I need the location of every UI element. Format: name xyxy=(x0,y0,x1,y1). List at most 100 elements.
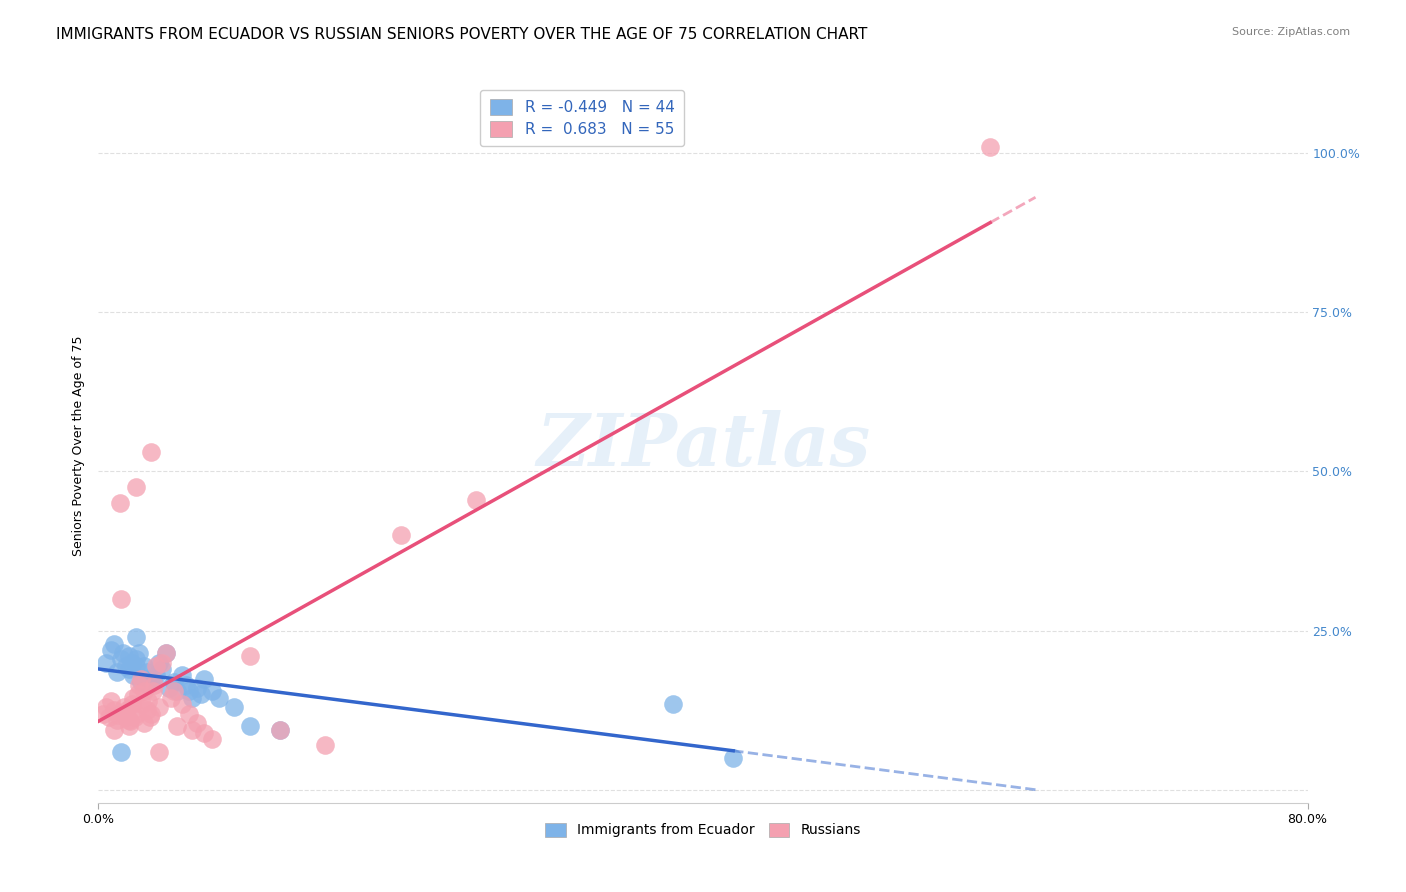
Y-axis label: Seniors Poverty Over the Age of 75: Seniors Poverty Over the Age of 75 xyxy=(72,335,84,557)
Point xyxy=(100,643,122,657)
Point xyxy=(661,697,683,711)
Point xyxy=(239,719,262,733)
Point xyxy=(143,678,166,692)
Point xyxy=(201,684,224,698)
Point xyxy=(145,668,167,682)
Point xyxy=(112,700,135,714)
Point xyxy=(125,706,148,721)
Point xyxy=(132,672,155,686)
Point xyxy=(129,672,152,686)
Point xyxy=(120,714,142,729)
Point xyxy=(150,656,173,670)
Point xyxy=(155,646,177,660)
Point xyxy=(170,697,193,711)
Point xyxy=(108,496,131,510)
Point xyxy=(269,723,291,737)
Point xyxy=(118,649,141,664)
Point xyxy=(174,678,197,692)
Point xyxy=(110,591,132,606)
Point xyxy=(127,688,149,702)
Point xyxy=(124,710,146,724)
Point xyxy=(125,658,148,673)
Point xyxy=(148,700,170,714)
Point xyxy=(103,703,125,717)
Point xyxy=(103,723,125,737)
Point xyxy=(103,636,125,650)
Point xyxy=(141,706,163,721)
Point xyxy=(224,700,246,714)
Point xyxy=(201,732,224,747)
Point xyxy=(125,630,148,644)
Point xyxy=(118,719,141,733)
Point xyxy=(114,710,136,724)
Point xyxy=(193,672,215,686)
Point xyxy=(163,684,186,698)
Point xyxy=(136,694,159,708)
Point xyxy=(141,445,163,459)
Point xyxy=(142,672,165,686)
Point xyxy=(181,723,204,737)
Point xyxy=(110,652,132,666)
Point xyxy=(465,493,488,508)
Point xyxy=(159,681,181,695)
Point xyxy=(389,528,412,542)
Point xyxy=(314,739,336,753)
Point xyxy=(105,665,128,680)
Point xyxy=(128,646,150,660)
Point xyxy=(111,646,134,660)
Point xyxy=(125,652,148,666)
Point xyxy=(94,656,117,670)
Point xyxy=(139,710,162,724)
Point xyxy=(118,662,141,676)
Point xyxy=(122,668,145,682)
Text: ZIPatlas: ZIPatlas xyxy=(536,410,870,482)
Point xyxy=(98,710,121,724)
Point xyxy=(186,716,208,731)
Point xyxy=(155,646,177,660)
Point xyxy=(135,703,157,717)
Point xyxy=(135,665,157,680)
Point xyxy=(186,681,208,695)
Point xyxy=(166,719,188,733)
Point xyxy=(121,697,143,711)
Point xyxy=(723,751,745,765)
Point xyxy=(148,745,170,759)
Point xyxy=(105,713,128,727)
Point xyxy=(131,697,153,711)
Point xyxy=(121,656,143,670)
Point xyxy=(94,700,117,714)
Point xyxy=(122,690,145,705)
Point xyxy=(239,649,262,664)
Point xyxy=(110,745,132,759)
Point xyxy=(114,658,136,673)
Point xyxy=(111,706,134,721)
Point xyxy=(150,662,173,676)
Point xyxy=(132,684,155,698)
Point xyxy=(107,707,129,722)
Point xyxy=(125,480,148,494)
Point xyxy=(193,725,215,739)
Point xyxy=(115,703,138,717)
Point xyxy=(145,658,167,673)
Text: IMMIGRANTS FROM ECUADOR VS RUSSIAN SENIORS POVERTY OVER THE AGE OF 75 CORRELATIO: IMMIGRANTS FROM ECUADOR VS RUSSIAN SENIO… xyxy=(56,27,868,42)
Point xyxy=(141,674,163,689)
Text: Source: ZipAtlas.com: Source: ZipAtlas.com xyxy=(1232,27,1350,37)
Point xyxy=(166,684,188,698)
Legend: Immigrants from Ecuador, Russians: Immigrants from Ecuador, Russians xyxy=(537,814,869,846)
Point xyxy=(269,723,291,737)
Point xyxy=(179,684,201,698)
Point xyxy=(128,678,150,692)
Point xyxy=(132,716,155,731)
Point xyxy=(132,658,155,673)
Point xyxy=(190,688,212,702)
Point xyxy=(100,694,122,708)
Point xyxy=(118,713,141,727)
Point xyxy=(129,674,152,689)
Point xyxy=(142,684,165,698)
Point xyxy=(91,706,114,721)
Point xyxy=(179,706,201,721)
Point xyxy=(160,690,183,705)
Point xyxy=(979,139,1001,153)
Point xyxy=(208,690,231,705)
Point xyxy=(163,674,186,689)
